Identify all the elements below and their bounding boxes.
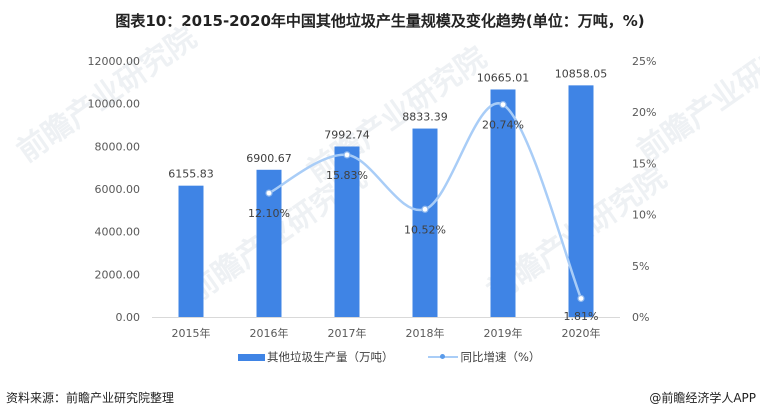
left-axis-tick: 6000.00	[95, 183, 141, 196]
x-axis-tick: 2017年	[328, 326, 367, 340]
line-marker	[421, 205, 429, 213]
right-axis-tick: 25%	[632, 55, 656, 68]
legend-line-swatch-icon	[427, 352, 458, 362]
bar-value-label: 10858.05	[555, 67, 608, 80]
legend-bar-swatch-icon	[238, 353, 265, 361]
right-y-axis: 0% 5% 10% 15% 20% 25%	[632, 55, 656, 324]
credit-note: @前瞻经济学人APP	[649, 391, 756, 405]
line-value-label: 1.81%	[564, 310, 599, 323]
legend-line-label: 同比增速（%）	[460, 350, 541, 364]
x-axis-labels: 2015年 2016年 2017年 2018年 2019年 2020年	[172, 326, 601, 340]
bar-value-label: 6900.67	[246, 152, 292, 165]
right-axis-tick: 10%	[632, 209, 656, 222]
bar-series	[178, 85, 594, 317]
bar-value-label: 8833.39	[402, 111, 448, 124]
source-note: 资料来源：前瞻产业研究院整理	[6, 391, 175, 405]
line-value-label: 20.74%	[482, 119, 524, 132]
bar	[178, 185, 204, 317]
legend: 其他垃圾生产量（万吨） 同比增速（%）	[238, 349, 540, 365]
x-axis-tick: 2019年	[484, 326, 523, 340]
right-axis-tick: 20%	[632, 106, 656, 119]
left-axis-tick: 4000.00	[95, 226, 141, 239]
line-value-label: 10.52%	[404, 223, 446, 236]
left-axis-tick: 12000.00	[88, 55, 141, 68]
line-marker	[343, 151, 351, 159]
bar	[412, 128, 438, 317]
bar-value-label: 6155.83	[168, 168, 214, 181]
growth-rate-markers	[265, 101, 585, 303]
chart-title: 图表10：2015-2020年中国其他垃圾产生量规模及变化趋势(单位：万吨，%)	[115, 12, 645, 30]
line-value-label: 12.10%	[248, 207, 290, 220]
bar-value-label: 7992.74	[324, 128, 370, 141]
left-y-axis: 0.00 2000.00 4000.00 6000.00 8000.00 10000.00…	[88, 55, 141, 324]
left-axis-tick: 10000.00	[88, 98, 141, 111]
right-axis-tick: 5%	[632, 260, 649, 273]
bar-value-labels: 6155.83 6900.67 7992.74 8833.39 10665.01 1085…	[168, 67, 607, 180]
right-axis-tick: 0%	[632, 311, 649, 324]
left-axis-tick: 2000.00	[95, 268, 141, 281]
bar	[490, 89, 516, 317]
left-axis-tick: 8000.00	[95, 140, 141, 153]
line-value-labels: 12.10% 15.83% 10.52% 20.74% 1.81%	[248, 119, 598, 323]
line-value-label: 15.83%	[326, 169, 368, 182]
line-marker	[265, 189, 273, 197]
line-marker	[577, 294, 585, 303]
x-axis-tick: 2015年	[172, 326, 211, 340]
x-axis-tick: 2016年	[250, 326, 289, 340]
legend-bar-label: 其他垃圾生产量（万吨）	[267, 350, 394, 364]
bar-value-label: 10665.01	[477, 71, 530, 84]
x-axis-tick: 2018年	[406, 326, 445, 340]
growth-rate-line	[268, 102, 583, 299]
bar	[568, 85, 594, 317]
x-axis-tick: 2020年	[562, 326, 601, 340]
right-axis-tick: 15%	[632, 157, 656, 170]
left-axis-tick: 0.00	[116, 311, 141, 324]
line-marker	[499, 101, 507, 109]
bar	[334, 146, 360, 317]
